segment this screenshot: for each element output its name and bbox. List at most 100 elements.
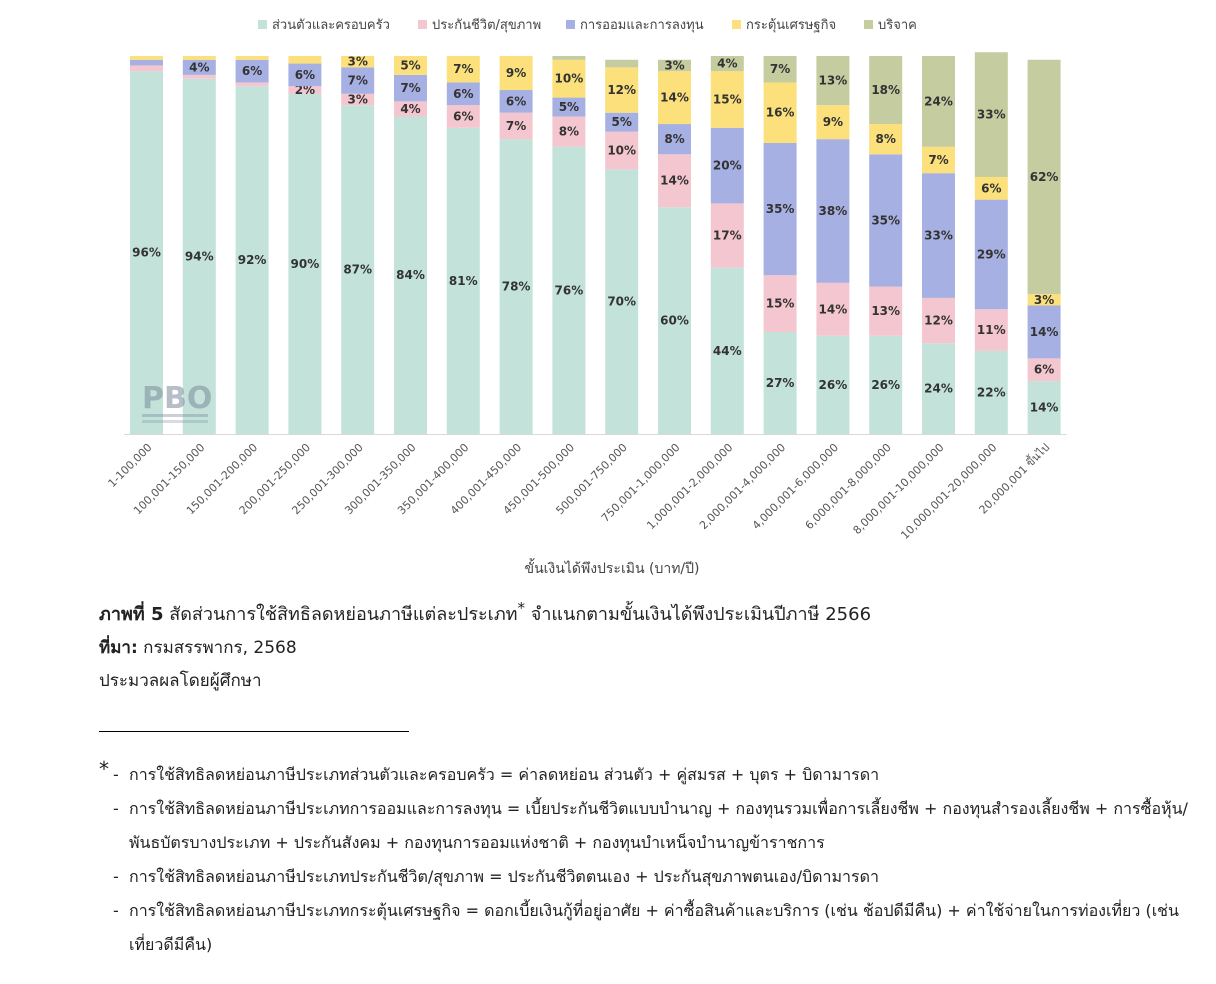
data-label: 24%	[924, 94, 953, 108]
footnote-marker: *	[99, 757, 109, 781]
bar-segment	[341, 93, 375, 106]
source-text: กรมสรรพากร, 2568	[143, 638, 297, 658]
bar-segment	[869, 335, 903, 434]
bar-segment	[869, 124, 903, 155]
bar-segment	[763, 142, 797, 276]
figure-source: ที่มา: กรมสรรพากร, 2568	[99, 634, 297, 661]
data-label: 35%	[871, 213, 900, 227]
footnote-divider	[99, 731, 409, 732]
bar-segment	[182, 78, 216, 435]
data-label: 3%	[664, 58, 684, 72]
data-label: 6%	[981, 181, 1001, 195]
x-tick-label: 10,000,001-20,000,000	[898, 441, 999, 542]
bar-segment	[552, 56, 586, 60]
data-label: 5%	[559, 100, 579, 114]
data-label: 38%	[819, 204, 848, 218]
data-label: 10%	[555, 72, 584, 86]
bar-segment	[658, 59, 691, 72]
data-label: 60%	[660, 314, 689, 328]
bar-segment	[710, 71, 744, 128]
data-label: 84%	[396, 268, 425, 282]
data-label: 87%	[343, 263, 372, 277]
legend-swatch	[418, 20, 427, 29]
pbo-logo: PBO	[142, 381, 212, 423]
bar-segment	[1027, 59, 1061, 295]
data-label: 6%	[453, 87, 473, 101]
bar-segment	[235, 82, 269, 87]
x-tick-label: 1,000,001-2,000,000	[644, 441, 735, 532]
bar-segment	[658, 71, 691, 125]
bar-segment	[182, 74, 216, 79]
bar-segment	[130, 71, 163, 435]
bar-segment	[816, 56, 850, 106]
bar-segment	[499, 139, 533, 434]
caption-star: *	[517, 599, 526, 617]
data-label: 15%	[766, 297, 795, 311]
bar-segment	[130, 59, 163, 66]
data-label: 81%	[449, 274, 478, 288]
bar-segment	[974, 199, 1008, 310]
data-label: 4%	[189, 60, 209, 74]
bar-segment	[605, 67, 639, 113]
data-label: 90%	[291, 257, 320, 271]
legend-swatch	[258, 20, 267, 29]
data-label: 26%	[819, 378, 848, 392]
bar-segment	[658, 207, 691, 434]
x-tick-label: 4,000,001-6,000,000	[750, 441, 841, 532]
bar-segment	[816, 335, 850, 434]
x-tick-label: 2,000,001-4,000,000	[697, 441, 788, 532]
bar-segment	[763, 275, 797, 332]
data-label: 76%	[555, 283, 584, 297]
bar-segment	[974, 309, 1008, 351]
bar-segment	[922, 297, 955, 344]
data-label: 6%	[242, 64, 262, 78]
bar-segment	[499, 56, 533, 91]
data-label: 11%	[977, 323, 1006, 337]
data-label: 3%	[348, 92, 368, 106]
bar-segment	[394, 74, 427, 102]
bar-segment	[922, 146, 955, 174]
data-label: 7%	[400, 81, 420, 95]
x-tick-label: 8,000,001-10,000,000	[850, 441, 946, 537]
data-label: 3%	[1034, 293, 1054, 307]
bar-segment	[446, 105, 480, 128]
bar-segment	[922, 56, 955, 147]
data-label: 13%	[871, 304, 900, 318]
data-label: 6%	[506, 94, 526, 108]
data-label: 5%	[400, 58, 420, 72]
data-label: 7%	[770, 62, 790, 76]
bar-segment	[341, 105, 375, 434]
bar-segment	[552, 116, 586, 147]
bar-segment	[605, 131, 639, 170]
data-label: 6%	[295, 68, 315, 82]
bar-segment	[869, 154, 903, 287]
bar-segment	[922, 173, 955, 298]
footnote-item: การใช้สิทธิลดหย่อนภาษีประเภทกระตุ้นเศรษฐ…	[113, 894, 1189, 962]
data-label: 7%	[348, 74, 368, 88]
data-label: 12%	[924, 314, 953, 328]
data-label: 8%	[664, 132, 684, 146]
data-label: 20%	[713, 159, 742, 173]
bar-segment	[394, 101, 427, 117]
data-label: 78%	[502, 280, 531, 294]
footnote-item: การใช้สิทธิลดหย่อนภาษีประเภทการออมและการ…	[113, 792, 1189, 860]
legend-swatch	[566, 20, 575, 29]
x-axis-ticks: 1-100,000100,001-150,000150,001-200,0002…	[105, 440, 1052, 542]
bar-segment	[605, 112, 639, 132]
bar-segment	[605, 169, 639, 434]
bar-segment	[816, 282, 850, 336]
legend-swatch	[732, 20, 741, 29]
data-label: 96%	[132, 246, 161, 260]
footnotes: * การใช้สิทธิลดหย่อนภาษีประเภทส่วนตัวและ…	[99, 757, 1189, 962]
bar-segment	[130, 56, 163, 60]
caption-text: สัดส่วนการใช้สิทธิลดหย่อนภาษีแต่ละประเภท	[169, 604, 518, 625]
pbo-logo-line	[142, 414, 208, 417]
bar-segment	[182, 56, 216, 60]
bar-segment	[816, 139, 850, 283]
bar-segment	[710, 203, 744, 268]
bar-segment	[499, 90, 533, 113]
data-label: 7%	[928, 153, 948, 167]
data-label: 33%	[924, 229, 953, 243]
processed-by: ประมวลผลโดยผู้ศึกษา	[99, 671, 262, 691]
footnote-item: การใช้สิทธิลดหย่อนภาษีประเภทส่วนตัวและคร…	[113, 758, 1189, 792]
